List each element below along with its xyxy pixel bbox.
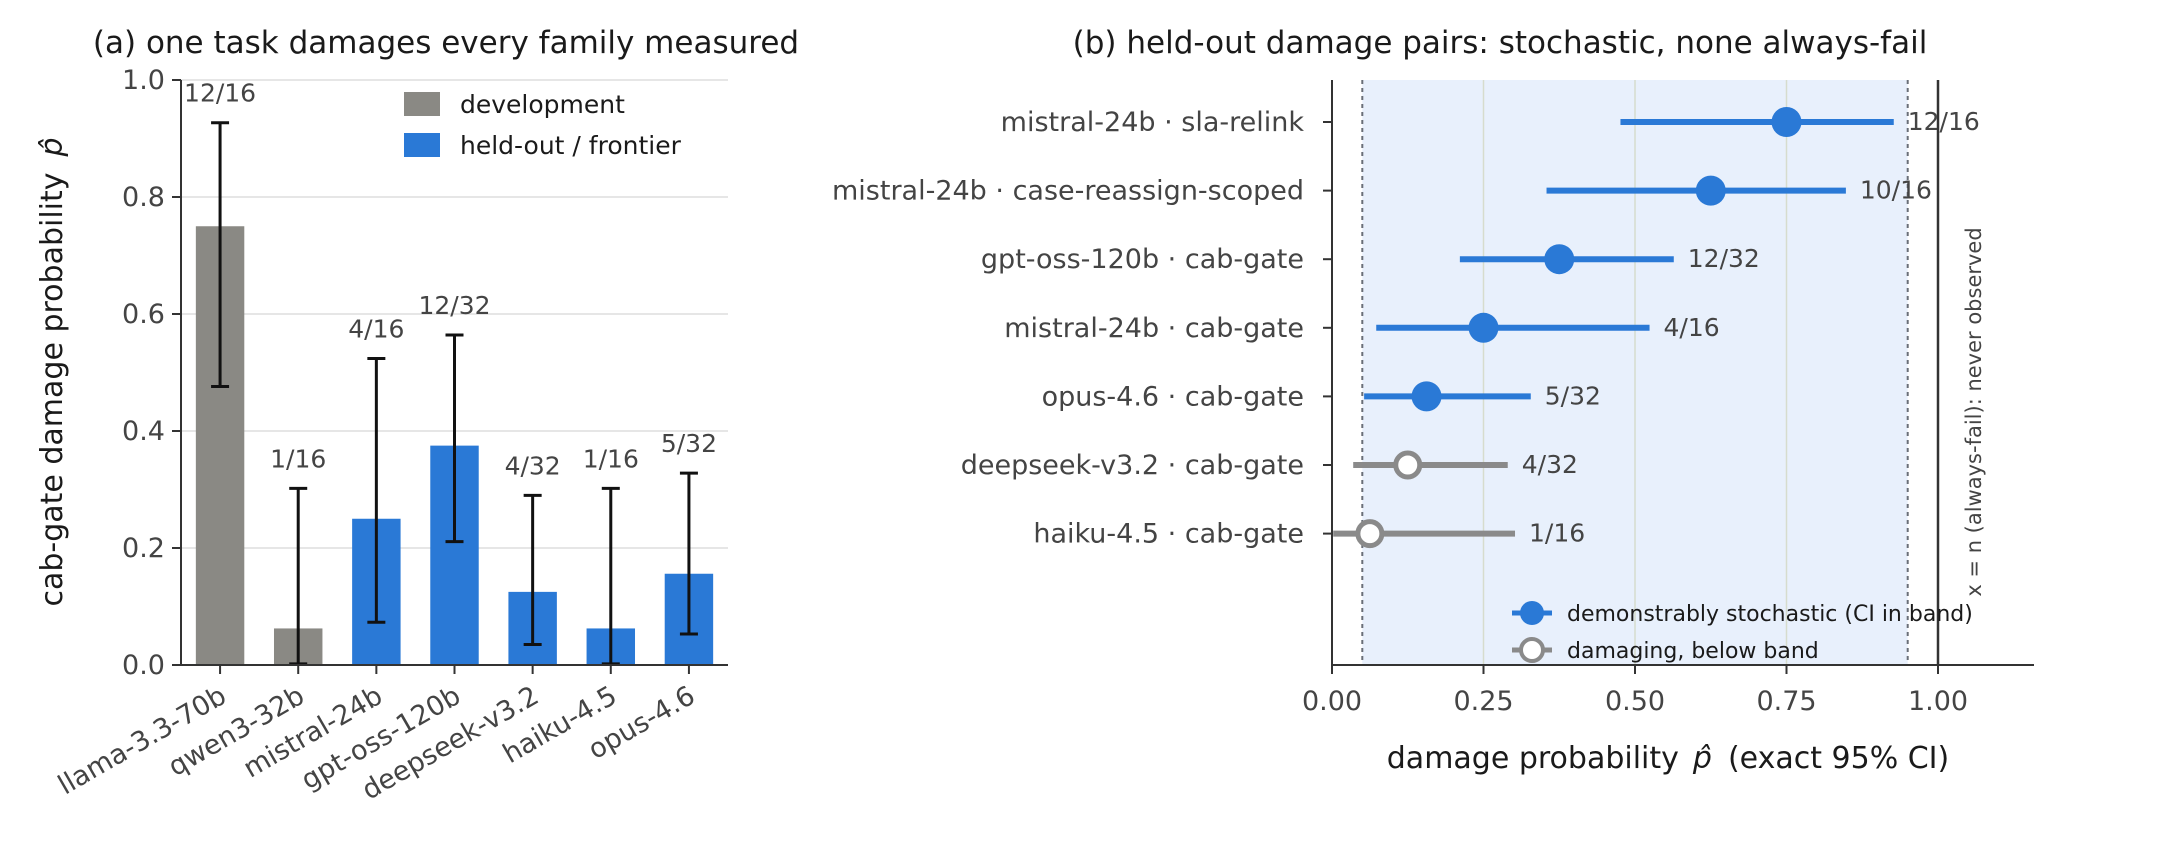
panel-b-legend: demonstrably stochastic (CI in band) dam… <box>1512 601 1973 664</box>
panel-a-error-bars <box>211 121 698 666</box>
legend-label-heldout: held-out / frontier <box>460 131 682 160</box>
x-tick-label-0-75: 0.75 <box>1756 686 1816 717</box>
panel-a-bar-chart: (a) one task damages every family measur… <box>35 25 799 806</box>
legend-marker-stochastic <box>1520 601 1544 625</box>
y-tick-label-0-0: 0.0 <box>122 650 165 681</box>
panel-b-x-axis-symbol: p̂ <box>1692 741 1712 776</box>
count-label-gpt-oss-120b: 12/32 <box>418 291 490 320</box>
count-label-qwen3-32b: 1/16 <box>270 444 326 473</box>
y-tick-label-haiku-4-5-cab-gate: haiku-4.5 · cab-gate <box>1033 519 1304 550</box>
count-label-deepseek-v3-2-cab-gate: 4/32 <box>1522 450 1578 479</box>
point-haiku-4-5-cab-gate <box>1355 519 1385 549</box>
y-tick-label-0-6: 0.6 <box>122 299 165 330</box>
y-tick-label-0-2: 0.2 <box>122 533 165 564</box>
count-label-haiku-4-5: 1/16 <box>583 444 639 473</box>
panel-a-x-ticks: llama-3.3-70bqwen3-32bmistral-24bgpt-oss… <box>53 665 700 806</box>
panel-a-count-labels: 12/16 1/16 4/16 12/32 4/32 1/16 5/32 <box>184 79 717 481</box>
count-label-gpt-oss-120b-cab-gate: 12/32 <box>1688 244 1760 273</box>
panel-b-intervals: mistral-24b · sla-relink 12/16 mistral-24b… <box>832 107 1980 550</box>
count-label-opus-4-6: 5/32 <box>661 429 717 458</box>
panel-b-interval-chart: x = n (always-fail): never observed (b) … <box>832 25 2034 776</box>
count-label-deepseek-v3-2: 4/32 <box>505 451 561 480</box>
legend-swatch-heldout <box>404 133 440 157</box>
count-label-mistral-24b-sla-relink: 12/16 <box>1908 107 1980 136</box>
panel-a-y-axis-symbol: p̂ <box>35 137 70 157</box>
y-tick-label-opus-4-6-cab-gate: opus-4.6 · cab-gate <box>1042 381 1304 412</box>
count-label-mistral-24b-case-reassign-scoped: 10/16 <box>1860 176 1932 205</box>
y-tick-label-1-0: 1.0 <box>122 65 165 96</box>
panel-b-x-ticks: 0.00 0.25 0.50 0.75 1.00 <box>1302 665 1968 717</box>
panel-a-legend: development held-out / frontier <box>404 90 682 160</box>
count-label-mistral-24b: 4/16 <box>348 314 404 343</box>
y-tick-label-0-8: 0.8 <box>122 182 165 213</box>
panel-b-x-axis-suffix: (exact 95% CI) <box>1728 741 1949 776</box>
legend-label-development: development <box>460 90 625 119</box>
panel-b-title: (b) held-out damage pairs: stochastic, n… <box>1073 25 1928 61</box>
y-tick-label-mistral-24b-cab-gate: mistral-24b · cab-gate <box>1004 313 1304 344</box>
point-mistral-24b-cab-gate <box>1468 312 1499 343</box>
panel-a-title: (a) one task damages every family measur… <box>93 25 799 61</box>
legend-swatch-development <box>404 92 440 116</box>
y-tick-label-mistral-24b-sla-relink: mistral-24b · sla-relink <box>1001 107 1305 138</box>
count-label-llama-3-3-70b: 12/16 <box>184 79 256 108</box>
x-tick-label-0-50: 0.50 <box>1605 686 1665 717</box>
count-label-mistral-24b-cab-gate: 4/16 <box>1664 313 1720 342</box>
panel-a-gridlines <box>181 79 728 549</box>
legend-label-stochastic: demonstrably stochastic (CI in band) <box>1567 602 1973 627</box>
point-deepseek-v3-2-cab-gate <box>1393 450 1423 480</box>
panel-b-always-fail-label: x = n (always-fail): never observed <box>1962 227 1986 596</box>
point-mistral-24b-case-reassign-scoped <box>1695 175 1726 206</box>
panel-b-x-axis-label: damage probability p̂ (exact 95% CI) <box>1387 741 1949 776</box>
count-label-haiku-4-5-cab-gate: 1/16 <box>1529 519 1585 548</box>
y-tick-label-0-4: 0.4 <box>122 416 165 447</box>
y-tick-label-deepseek-v3-2-cab-gate: deepseek-v3.2 · cab-gate <box>961 450 1304 481</box>
panel-a-y-axis-label-text: cab-gate damage probability <box>35 172 70 606</box>
x-tick-label-0-00: 0.00 <box>1302 686 1362 717</box>
panel-a-y-axis-label: cab-gate damage probability p̂ <box>35 137 70 606</box>
panel-b-x-axis-label-text: damage probability <box>1387 741 1679 776</box>
x-tick-label-0-25: 0.25 <box>1453 686 1513 717</box>
point-opus-4-6-cab-gate <box>1411 381 1442 412</box>
legend-marker-below <box>1519 637 1545 663</box>
y-tick-label-mistral-24b-case-reassign-scoped: mistral-24b · case-reassign-scoped <box>832 176 1304 207</box>
x-tick-label-1-00: 1.00 <box>1908 686 1968 717</box>
point-mistral-24b-sla-relink <box>1771 107 1802 137</box>
panel-a-y-ticks: 0.0 0.2 0.4 0.6 0.8 1.0 <box>122 65 181 681</box>
legend-label-below: damaging, below band <box>1567 639 1819 664</box>
count-label-opus-4-6-cab-gate: 5/32 <box>1545 381 1601 410</box>
point-gpt-oss-120b-cab-gate <box>1544 244 1575 275</box>
y-tick-label-gpt-oss-120b-cab-gate: gpt-oss-120b · cab-gate <box>981 244 1304 275</box>
panel-b-gridlines <box>1482 80 1788 665</box>
